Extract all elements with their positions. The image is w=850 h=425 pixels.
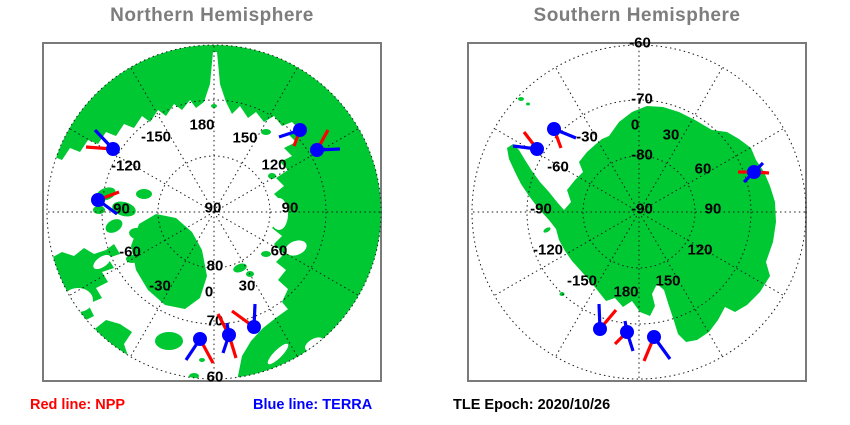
satellite-dot [193, 332, 207, 346]
satellite-marker [547, 122, 577, 149]
satellite-marker [593, 303, 618, 336]
graticule-label: 150 [232, 129, 257, 146]
south-landmasses [507, 97, 776, 342]
satellite-dot [247, 320, 261, 334]
north-seas [63, 141, 324, 365]
satellite-marker [738, 161, 770, 184]
north-map-panel: 180 -150 150 -120 120 -90 90 90 -60 60 80 -30 30 0 70 6… [42, 42, 382, 385]
north-title: Northern Hemisphere [110, 5, 314, 26]
latitude-ring [157, 155, 271, 269]
graticule-label: 30 [663, 126, 680, 143]
satellite-marker [613, 320, 635, 352]
graticule-label: -150 [567, 272, 597, 289]
satellite-marker [216, 313, 238, 359]
graticule-label: -30 [576, 128, 598, 145]
graticule-label: 90 [205, 199, 222, 216]
graticule-label: 0 [631, 116, 639, 133]
satellite-marker [278, 123, 307, 147]
satellite-dot [293, 123, 307, 137]
satellite-marker [85, 128, 120, 156]
graticule-label: 150 [655, 272, 680, 289]
graticule-label: -120 [533, 241, 563, 258]
satellite-dot [620, 325, 634, 339]
satellite-marker [184, 332, 215, 364]
south-map-svg: -60 -70 0 30 -30 -80 60 -60 90 -90 -90 120 -120 150 -1… [471, 34, 807, 380]
satellite-marker [91, 190, 120, 216]
satellite-marker [512, 131, 544, 156]
satellite-dot [647, 330, 661, 344]
legend-npp: Red line: NPP [30, 397, 126, 413]
graticule-label: 120 [261, 156, 286, 173]
legend-terra: Blue line: TERRA [253, 397, 373, 413]
satellite-dot [747, 165, 761, 179]
graticule-label: 120 [687, 241, 712, 258]
satellite-dot [530, 142, 544, 156]
graticule-label: -70 [631, 90, 653, 107]
south-title: Southern Hemisphere [533, 5, 741, 26]
satellite-dot [593, 322, 607, 336]
satellite-dot [310, 143, 324, 157]
graticule-label: 90 [705, 200, 722, 217]
graticule-label: 30 [239, 277, 256, 294]
graticule-label: 0 [205, 283, 213, 300]
satellite-dot [222, 328, 236, 342]
south-map-panel: -60 -70 0 30 -30 -80 60 -60 90 -90 -90 120 -120 150 -1… [467, 34, 807, 382]
graticule-label: 60 [695, 160, 712, 177]
latitude-ring [471, 44, 807, 380]
graticule-label: -60 [119, 243, 141, 260]
graticule-label: 180 [613, 283, 638, 300]
graticule-label: 180 [189, 116, 214, 133]
graticule-label: 90 [282, 199, 299, 216]
graticule-label: 60 [207, 368, 224, 385]
graticule-label: 80 [207, 257, 224, 274]
graticule-label: -90 [530, 200, 552, 217]
graticule-label: -120 [111, 157, 141, 174]
graticule-label: -30 [149, 277, 171, 294]
latitude-ring [582, 155, 696, 269]
satellite-dot [91, 193, 105, 207]
graticule-label: -60 [547, 158, 569, 175]
legend-epoch: TLE Epoch: 2020/10/26 [453, 397, 611, 413]
graticule-label: -60 [629, 34, 651, 51]
satellite-dot [106, 142, 120, 156]
graticule-label: -150 [141, 128, 171, 145]
satellite-marker [310, 129, 341, 157]
latitude-ring [526, 99, 752, 325]
satellite-marker [642, 330, 672, 362]
graticule-label: 60 [271, 242, 288, 259]
graticule-label: -80 [631, 146, 653, 163]
latitude-ring [101, 99, 327, 325]
graticule-label: -90 [631, 200, 653, 217]
satellite-dot [547, 122, 561, 136]
satellite-marker [231, 303, 261, 334]
latitude-ring [46, 44, 382, 380]
